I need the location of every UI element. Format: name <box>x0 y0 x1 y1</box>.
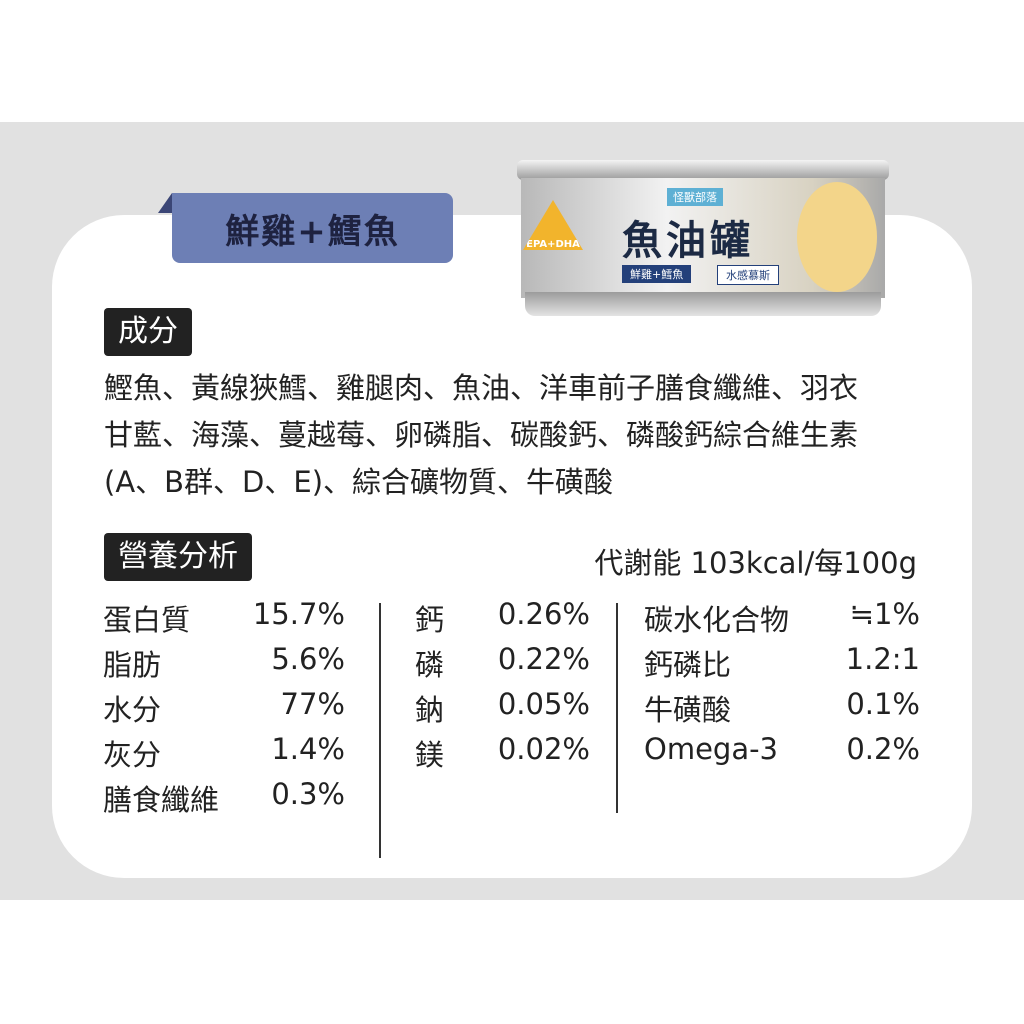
ingredient-line: 甘藍、海藻、蔓越莓、卵磷脂、碳酸鈣、磷酸鈣綜合維生素 <box>104 418 859 452</box>
nutrient-name: 磷 <box>415 648 445 682</box>
nutrient-value: 1.2:1 <box>845 642 920 676</box>
nutrient-name: 鈉 <box>415 693 445 727</box>
can-image: EPA+DHA 怪獸部落 魚油罐 鮮雞+鱈魚 水感慕斯 <box>517 160 889 318</box>
nutrient-value: 0.26% <box>497 597 590 631</box>
can-flavor: 鮮雞+鱈魚 <box>622 265 692 283</box>
nutrient-name: 鈣磷比 <box>644 648 732 682</box>
nutrient-name: 膳食纖維 <box>103 783 220 817</box>
nutrient-value: 1.4% <box>271 732 345 766</box>
nutrient-value: 5.6% <box>271 642 345 676</box>
nutrient-name: 鈣 <box>415 603 445 637</box>
section-label: 成分 <box>104 308 192 356</box>
nutrient-name: Omega-3 <box>644 732 779 766</box>
nutrient-value: 15.7% <box>252 597 345 631</box>
nutrient-name: 蛋白質 <box>103 603 191 637</box>
nutrient-name: 鎂 <box>415 738 445 772</box>
nutrient-value: 0.05% <box>497 687 590 721</box>
energy: 代謝能 103kcal/每100g <box>594 546 917 580</box>
can-brand: 怪獸部落 <box>667 188 723 206</box>
can-product: 魚油罐 <box>622 218 754 264</box>
nutrient-value: ≒1% <box>849 597 920 631</box>
nutrient-name: 碳水化合物 <box>644 603 790 637</box>
nutrient-value: 0.2% <box>846 732 920 766</box>
nutrient-name: 牛磺酸 <box>644 693 732 727</box>
nutrient-value: 77% <box>280 687 345 721</box>
variant-tab: 鮮雞+鱈魚 <box>172 193 453 263</box>
nutrient-value: 0.1% <box>846 687 920 721</box>
ingredient-line: 鰹魚、黃線狹鱈、雞腿肉、魚油、洋車前子膳食纖維、羽衣 <box>104 371 859 405</box>
column-divider <box>379 603 381 858</box>
section-label: 營養分析 <box>104 533 252 581</box>
can-texture: 水感慕斯 <box>717 265 779 285</box>
nutrient-name: 脂肪 <box>103 648 162 682</box>
nutrient-value: 0.22% <box>497 642 590 676</box>
nutrient-name: 水分 <box>103 693 162 727</box>
ingredient-line: (A、B群、D、E)、綜合礦物質、牛磺酸 <box>104 465 614 499</box>
nutrient-value: 0.02% <box>497 732 590 766</box>
column-divider <box>616 603 618 813</box>
nutrient-value: 0.3% <box>271 777 345 811</box>
nutrient-name: 灰分 <box>103 738 162 772</box>
tab-fold <box>158 193 172 213</box>
